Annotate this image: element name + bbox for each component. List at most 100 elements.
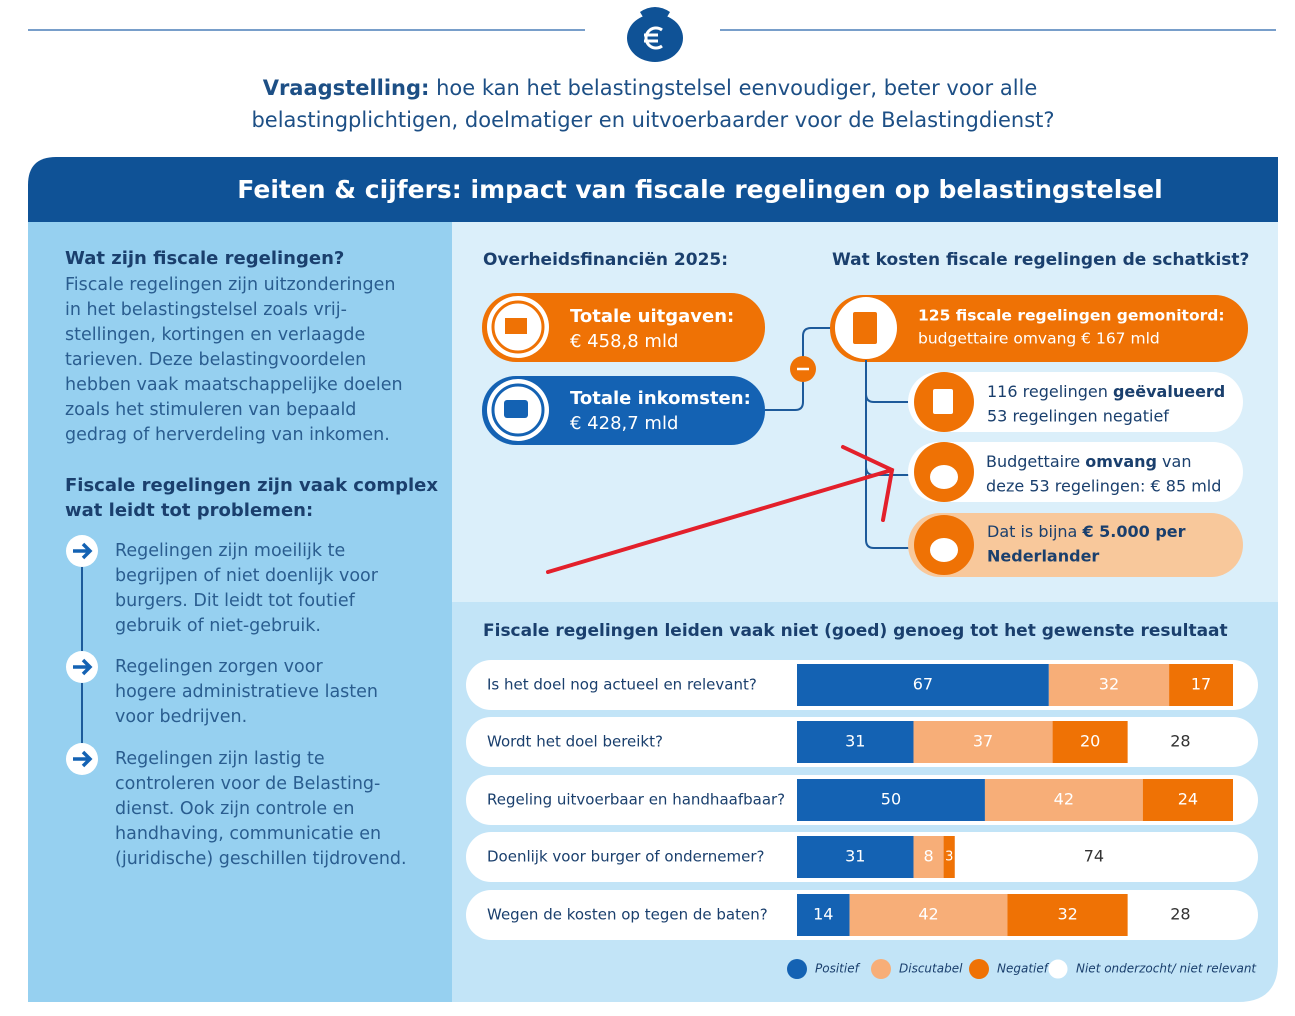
bar-segment — [797, 894, 850, 936]
body-line: Fiscale regelingen zijn uitzonderingen — [65, 275, 395, 295]
category-label: Doenlijk voor burger of ondernemer? — [487, 848, 764, 866]
body-line: stellingen, kortingen en verlaagde — [65, 325, 365, 345]
bar-segment — [954, 836, 1233, 878]
bar-segment — [913, 721, 1053, 763]
value-label: 31 — [845, 847, 865, 866]
cost-line: deze 53 regelingen: € 85 mld — [986, 477, 1221, 496]
heading-line: Fiscale regelingen zijn vaak complex — [65, 475, 438, 496]
legend-swatch — [969, 959, 989, 979]
pill — [482, 376, 765, 445]
problem-list: Regelingen zijn moeilijk te begrijpen of … — [66, 535, 407, 869]
main-line: budgettaire omvang € 167 mld — [918, 330, 1160, 348]
icon — [853, 312, 877, 344]
value-label: 31 — [845, 732, 865, 751]
value-label: 74 — [1084, 847, 1104, 866]
banner-title: Feiten & cijfers: impact van fiscale reg… — [237, 175, 1162, 204]
bar-segment — [913, 836, 944, 878]
text: geëvalueerd — [1113, 382, 1225, 401]
body-line: gedrag of herverdeling van inkomen. — [65, 425, 390, 445]
pill — [908, 442, 1243, 502]
text: € 5.000 per — [1081, 522, 1185, 541]
legend-label: Positief — [815, 962, 861, 976]
value-label: 32 — [1057, 905, 1077, 924]
body-text: Fiscale regelingen zijn uitzonderingen in… — [65, 275, 403, 445]
purse-icon — [627, 7, 683, 62]
category-label: Wordt het doel bereikt? — [487, 733, 663, 751]
legend-swatch — [871, 959, 891, 979]
value-label: 24 — [1178, 790, 1198, 809]
bar-segment — [1169, 664, 1233, 706]
section-title: Wat kosten fiscale regelingen de schatki… — [832, 250, 1249, 270]
heading: Wat zijn fiscale regelingen? — [65, 248, 344, 269]
icon — [491, 383, 545, 437]
value-label: 67 — [913, 675, 933, 694]
text: 116 regelingen — [987, 382, 1113, 401]
legend-label: Negatief — [997, 962, 1050, 976]
problem-line: Regelingen zijn moeilijk te — [115, 541, 345, 561]
section-title: Overheidsfinanciën 2025: — [483, 250, 728, 270]
icon — [491, 300, 545, 354]
body-line: in het belastingstelsel zoals vrij- — [65, 300, 347, 320]
value-label: 17 — [1191, 675, 1211, 694]
text: Budgettaire — [986, 452, 1085, 471]
problem-line: hogere administratieve lasten — [115, 682, 378, 702]
legend: Positief Discutabel Negatief Niet onderzoch… — [787, 958, 1257, 980]
body-line: tarieven. Deze belastingvoordelen — [65, 350, 366, 370]
finance-value: € 428,7 mld — [570, 413, 678, 434]
category-label: Regeling uitvoerbaar en handhaafbaar? — [487, 791, 785, 809]
main-line: 125 fiscale regelingen gemonitord: — [918, 307, 1225, 325]
value-label: 28 — [1170, 905, 1190, 924]
problem-line: (juridische) geschillen tijdrovend. — [115, 849, 407, 869]
arrow-icon — [73, 750, 93, 768]
body-line: hebben vaak maatschappelijke doelen — [65, 375, 403, 395]
problem-line: dienst. Ook zijn controle en — [115, 799, 355, 819]
bar-segment — [1127, 894, 1233, 936]
annotation-arrow — [546, 445, 895, 574]
icon — [504, 400, 528, 418]
chart-title: Fiscale regelingen leiden vaak niet (goe… — [483, 621, 1228, 641]
bar-segment — [797, 664, 1049, 706]
bar-segment — [797, 836, 914, 878]
heading: Fiscale regelingen zijn vaak complex wat … — [65, 475, 438, 521]
cost-line: Nederlander — [987, 547, 1099, 566]
finance-value: € 458,8 mld — [570, 331, 678, 352]
value-label: 42 — [918, 905, 938, 924]
bar-segment — [849, 894, 1008, 936]
problem-line: Regelingen zorgen voor — [115, 657, 323, 677]
problem-line: begrijpen of niet doenlijk voor — [115, 566, 379, 586]
icon — [933, 389, 953, 414]
bar-segment — [984, 779, 1143, 821]
value-label: 32 — [1099, 675, 1119, 694]
pill — [830, 295, 1248, 362]
category-label: Wegen de kosten op tegen de baten? — [487, 906, 768, 924]
icon — [930, 465, 958, 489]
icon — [930, 538, 958, 562]
bar-segment — [1048, 664, 1170, 706]
left-panel — [28, 222, 452, 1002]
problem-line: handhaving, communicatie en — [115, 824, 381, 844]
category-label: Is het doel nog actueel en relevant? — [487, 676, 757, 694]
pill — [482, 293, 765, 362]
legend-label: Discutabel — [899, 962, 963, 976]
problem-line: controleren voor de Belasting- — [115, 774, 380, 794]
bar-segment — [797, 779, 985, 821]
problem-line: Regelingen zijn lastig te — [115, 749, 325, 769]
legend-swatch — [787, 959, 807, 979]
question-text: hoe kan het belastingstelsel eenvoudiger… — [436, 76, 1037, 100]
value-label: 28 — [1170, 732, 1190, 751]
value-label: 14 — [813, 905, 833, 924]
body-line: zoals het stimuleren van bepaald — [65, 400, 356, 420]
cost-line: Budgettaire omvang van — [986, 452, 1191, 471]
cost-line: Dat is bijna € 5.000 per — [987, 522, 1186, 541]
bar-segment — [1142, 779, 1233, 821]
question-text: belastingplichtigen, doelmatiger en uitv… — [251, 108, 1054, 132]
value-label: 20 — [1080, 732, 1100, 751]
bar-segment — [943, 836, 955, 878]
value-label: 50 — [881, 790, 901, 809]
value-label: 8 — [923, 847, 933, 866]
cost-line: 53 regelingen negatief — [987, 407, 1169, 426]
question: Vraagstelling: hoe kan het belastingstel… — [263, 76, 1038, 100]
bar-segment — [1052, 721, 1128, 763]
